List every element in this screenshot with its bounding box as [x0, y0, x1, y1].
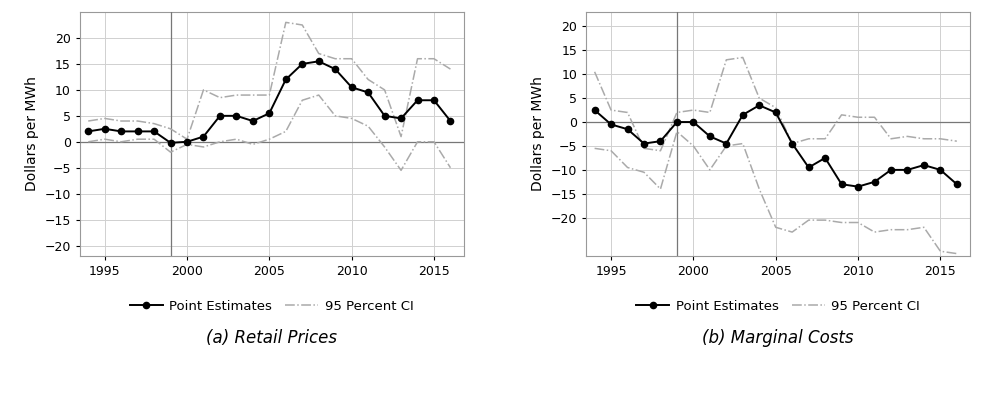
Text: (a) Retail Prices: (a) Retail Prices	[206, 329, 337, 347]
Y-axis label: Dollars per MWh: Dollars per MWh	[531, 76, 545, 192]
Y-axis label: Dollars per MWh: Dollars per MWh	[25, 76, 39, 192]
Text: (b) Marginal Costs: (b) Marginal Costs	[702, 329, 854, 347]
Legend: Point Estimates, 95 Percent CI: Point Estimates, 95 Percent CI	[125, 294, 419, 318]
Legend: Point Estimates, 95 Percent CI: Point Estimates, 95 Percent CI	[631, 294, 925, 318]
